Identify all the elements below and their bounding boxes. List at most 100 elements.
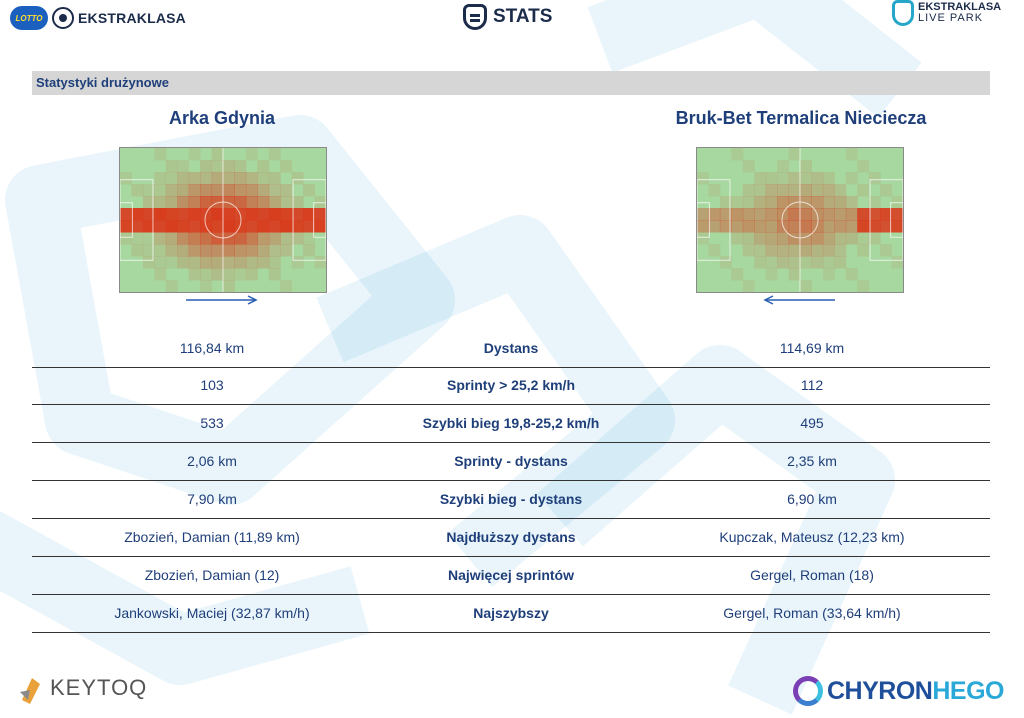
heatmap-cell	[868, 220, 881, 233]
heatmap-cell	[154, 220, 167, 233]
keytoq-logo: KEYTOQ	[18, 670, 147, 706]
heatmap-cell	[154, 244, 167, 257]
heatmap-cell	[200, 196, 213, 209]
heatmap-cell	[891, 256, 903, 269]
heatmap-cell	[291, 196, 304, 209]
heatmap-cell	[154, 268, 167, 281]
home-value: 533	[200, 415, 224, 431]
heatmap-cell	[142, 196, 155, 209]
home-team-name: Arka Gdynia	[168, 108, 276, 128]
heatmap-cell	[800, 184, 812, 197]
heatmap-cell	[788, 232, 801, 245]
heatmap-cell	[234, 196, 247, 209]
heatmap-cell	[245, 268, 258, 281]
heatmap-cell	[280, 280, 293, 292]
heatmap-cell	[142, 208, 155, 221]
stat-row: 116,84 km Dystans 114,69 km	[32, 330, 990, 368]
heatmap-cell	[200, 256, 213, 269]
heatmap-cell	[257, 244, 270, 257]
heatmap-cell	[765, 232, 778, 245]
heatmap-cell	[834, 208, 847, 221]
heatmap-cell	[223, 268, 235, 281]
heatmap-cell	[811, 220, 824, 233]
heatmap-cell	[142, 256, 155, 269]
heatmap-cell	[188, 148, 201, 161]
heatmap-cell	[131, 184, 144, 197]
heatmap-cell	[811, 196, 824, 209]
heatmap-cell	[754, 172, 767, 185]
heatmap-cell	[731, 148, 744, 161]
heatmap-cell	[211, 172, 224, 185]
heatmap-cell	[120, 232, 132, 245]
heatmap-cell	[708, 184, 721, 197]
heatmap-cell	[788, 268, 801, 281]
heatmap-cell	[788, 184, 801, 197]
heatmap-cell	[211, 160, 224, 173]
ekstraklasa-logo-text: EKSTRAKLASA	[78, 10, 186, 26]
pitch-marking	[697, 202, 710, 238]
heatmap-cell	[200, 232, 213, 245]
heatmap-cell	[777, 184, 790, 197]
keytoq-mark-icon	[20, 678, 40, 704]
heatmap-cell	[280, 220, 293, 233]
heatmap-cell	[868, 208, 881, 221]
heatmap-cell	[268, 196, 281, 209]
heatmap-cell	[165, 220, 178, 233]
away-value: Gergel, Roman (18)	[750, 567, 874, 583]
heatmap-cell	[177, 208, 190, 221]
heatmap-cell	[177, 196, 190, 209]
section-header: Statystyki drużynowe	[32, 71, 990, 95]
heatmap-cell	[708, 208, 721, 221]
heatmap-cell	[257, 196, 270, 209]
heatmap-cell	[800, 196, 812, 209]
heatmap-cell	[200, 172, 213, 185]
heatmap-cell	[257, 220, 270, 233]
heatmap-cell	[223, 172, 235, 185]
heatmap-cell	[268, 256, 281, 269]
heatmap-cell	[800, 232, 812, 245]
heatmap-cell	[834, 256, 847, 269]
heatmap-cell	[845, 268, 858, 281]
heatmap-cell	[142, 184, 155, 197]
heatmap-cell	[777, 256, 790, 269]
heatmap-cell	[731, 208, 744, 221]
section-title: Statystyki drużynowe	[36, 75, 169, 90]
heatmap-cell	[211, 232, 224, 245]
heatmap-cell	[165, 196, 178, 209]
heatmap-cell	[303, 208, 316, 221]
heatmap-cell	[188, 208, 201, 221]
heatmap-cell	[245, 232, 258, 245]
heatmap-cell	[788, 196, 801, 209]
heatmap-cell	[245, 220, 258, 233]
heatmap-cell	[811, 256, 824, 269]
heatmap-cell	[754, 244, 767, 257]
away-team-name: Bruk-Bet Termalica Nieciecza	[675, 108, 927, 128]
heatmap-cell	[223, 160, 235, 173]
heatmap-cell	[857, 220, 870, 233]
stat-row: 7,90 km Szybki bieg - dystans 6,90 km	[32, 481, 990, 519]
heatmap-cell	[234, 268, 247, 281]
heatmap-cell	[142, 232, 155, 245]
heatmap-cell	[868, 232, 881, 245]
heatmap-cell	[880, 184, 893, 197]
heatmap-cell	[234, 160, 247, 173]
heatmap-cell	[257, 232, 270, 245]
heatmap-cell	[834, 220, 847, 233]
heatmap-cell	[131, 220, 144, 233]
heatmap-cell	[165, 280, 178, 292]
heatmap-cell	[245, 172, 258, 185]
stat-row: Zbozień, Damian (12) Najwięcej sprintów …	[32, 557, 990, 595]
heatmap-cell	[754, 196, 767, 209]
away-value: Gergel, Roman (33,64 km/h)	[723, 605, 901, 621]
heatmap-cell	[280, 160, 293, 173]
stats-logo: STATS	[463, 2, 552, 32]
heatmap-cell	[777, 232, 790, 245]
heatmap-cell	[719, 220, 732, 233]
heatmap-cell	[731, 268, 744, 281]
heatmap-cell	[857, 280, 870, 292]
heatmap-cell	[291, 256, 304, 269]
heatmap-cell	[291, 172, 304, 185]
live-park-logo: EKSTRAKLASA LIVE PARK	[892, 0, 1001, 26]
heatmap-cell	[880, 220, 893, 233]
heatmap-cell	[742, 208, 755, 221]
